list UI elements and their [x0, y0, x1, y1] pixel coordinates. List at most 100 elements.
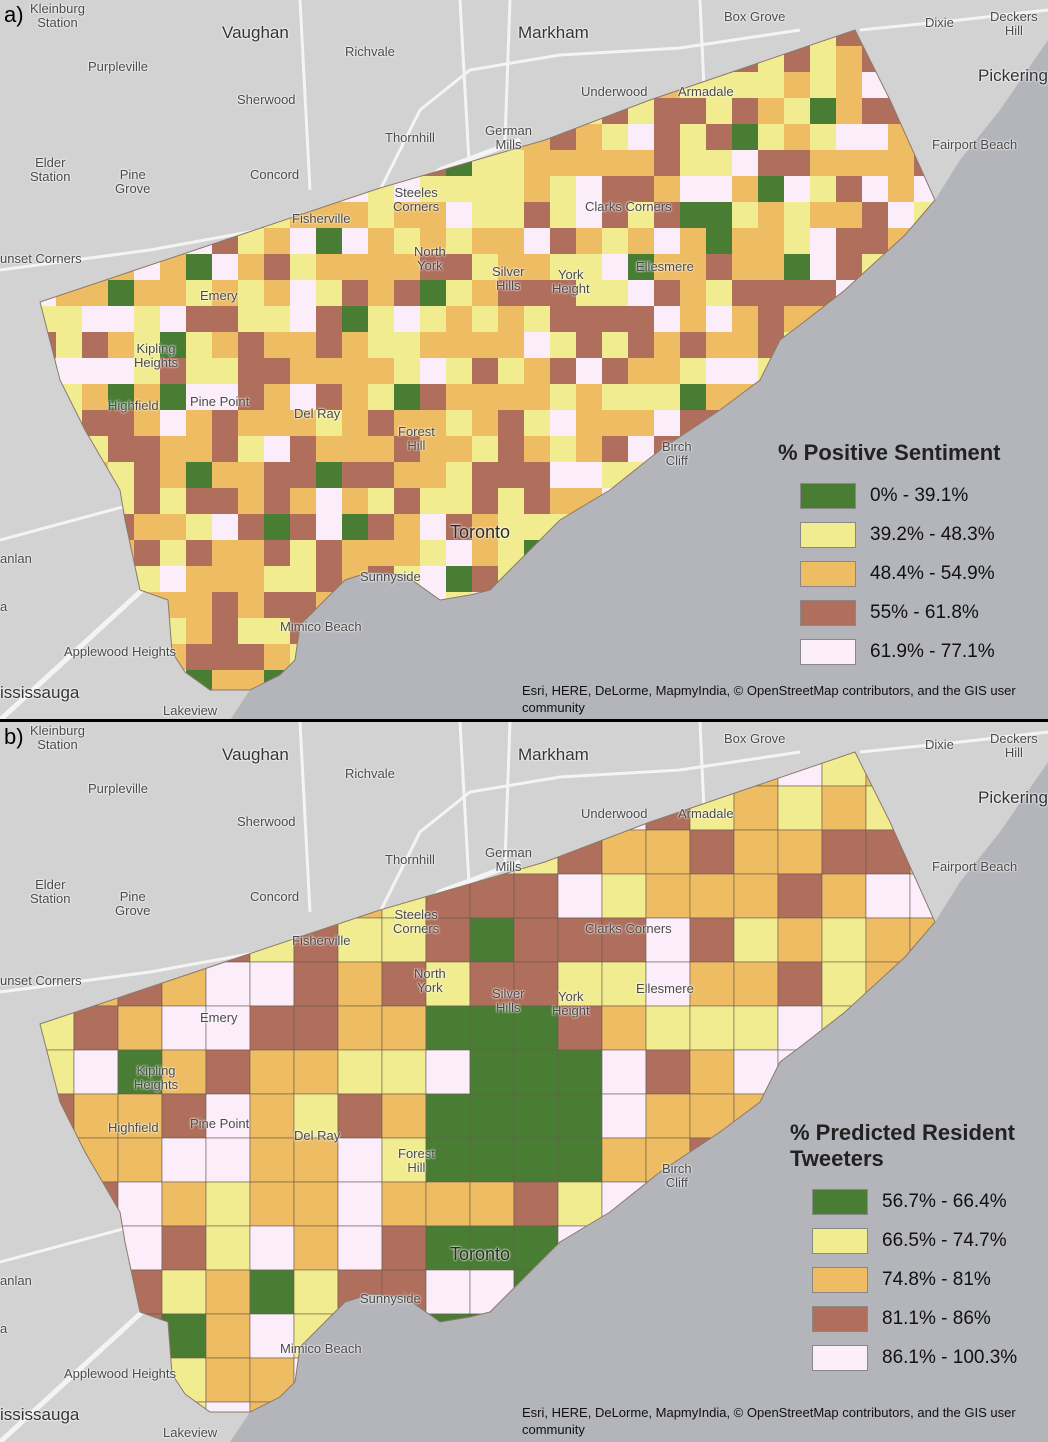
census-tract: [524, 254, 550, 280]
road: [458, 0, 472, 181]
legend-range-label: 0% - 39.1%: [870, 484, 969, 506]
census-tract: [654, 332, 680, 358]
census-tract: [264, 228, 290, 254]
census-tract: [472, 462, 498, 488]
place-label-emery: Emery: [200, 1010, 238, 1025]
census-tract: [469, 1005, 515, 1051]
census-tract: [425, 1049, 471, 1095]
census-tract: [628, 306, 654, 332]
census-tract: [381, 1137, 427, 1183]
census-tract: [513, 1049, 559, 1095]
census-tract: [249, 1093, 295, 1139]
place-label-richvale: Richvale: [345, 766, 395, 781]
census-tract: [576, 124, 602, 150]
census-tract: [706, 306, 732, 332]
census-tract: [56, 306, 82, 332]
census-tract: [557, 1049, 603, 1095]
place-label-kipling-heights: Kipling Heights: [134, 341, 179, 370]
census-tract: [160, 410, 186, 436]
census-tract: [732, 72, 758, 98]
census-tract: [134, 280, 160, 306]
census-tract: [264, 566, 290, 592]
census-tract: [821, 829, 867, 875]
place-label-box-grove: Box Grove: [724, 731, 786, 746]
census-tract: [264, 280, 290, 306]
place-label-box-grove: Box Grove: [724, 9, 786, 24]
place-label-sunnyside: Sunnyside: [360, 1291, 421, 1306]
census-tract: [758, 228, 784, 254]
census-tract: [264, 488, 290, 514]
census-tract: [264, 514, 290, 540]
census-tract: [117, 1005, 163, 1051]
place-label-thornhill: Thornhill: [385, 130, 435, 145]
census-tract: [469, 1093, 515, 1139]
census-tract: [602, 332, 628, 358]
census-tract: [82, 358, 108, 384]
census-tract: [446, 384, 472, 410]
road: [859, 8, 1048, 32]
census-tract: [212, 358, 238, 384]
census-tract: [316, 306, 342, 332]
census-tract: [82, 332, 108, 358]
census-tract: [888, 176, 914, 202]
census-tract: [161, 1269, 207, 1315]
census-tract: [264, 462, 290, 488]
census-tract: [425, 1225, 471, 1271]
census-tract: [777, 829, 823, 875]
census-tract: [342, 488, 368, 514]
census-tract: [212, 670, 238, 690]
census-tract: [784, 150, 810, 176]
census-tract: [469, 961, 515, 1007]
road: [0, 503, 131, 542]
legend-range-label: 56.7% - 66.4%: [882, 1190, 1007, 1212]
place-label-dixie: Dixie: [925, 737, 954, 752]
census-tract: [264, 644, 290, 670]
census-tract: [628, 254, 654, 280]
census-tract: [316, 410, 342, 436]
census-tract: [212, 592, 238, 618]
road: [503, 0, 512, 141]
census-tract: [550, 306, 576, 332]
census-tract: [446, 514, 472, 540]
census-tract: [680, 176, 706, 202]
place-label-applewood-heights: Applewood Heights: [64, 1366, 177, 1381]
census-tract: [134, 514, 160, 540]
census-tract: [160, 306, 186, 332]
census-tract: [290, 514, 316, 540]
census-tract: [134, 462, 160, 488]
place-label-sherwood: Sherwood: [237, 92, 296, 107]
census-tract: [290, 280, 316, 306]
place-label-sunset-corners: unset Corners: [0, 973, 82, 988]
road: [458, 722, 472, 903]
census-tract: [368, 436, 394, 462]
census-tract: [706, 358, 732, 384]
census-tract: [342, 254, 368, 280]
census-tract: [161, 1225, 207, 1271]
census-tract: [628, 410, 654, 436]
census-tract: [394, 462, 420, 488]
place-label-concord: Concord: [250, 889, 300, 904]
census-tract: [524, 332, 550, 358]
census-tract: [524, 280, 550, 306]
census-tract: [706, 332, 732, 358]
census-tract: [238, 566, 264, 592]
place-label-thornhill: Thornhill: [385, 852, 435, 867]
census-tract: [446, 176, 472, 202]
census-tract: [628, 176, 654, 202]
census-tract: [557, 1005, 603, 1051]
census-tract: [733, 961, 779, 1007]
census-tract: [238, 254, 264, 280]
legend-range-label: 81.1% - 86%: [882, 1307, 991, 1329]
census-tract: [732, 332, 758, 358]
census-tract: [758, 280, 784, 306]
census-tract: [186, 358, 212, 384]
census-tract: [550, 358, 576, 384]
place-label-sherwood: Sherwood: [237, 814, 296, 829]
census-tract: [689, 829, 735, 875]
census-tract: [446, 566, 472, 592]
place-label-armadale: Armadale: [678, 84, 734, 99]
census-tract: [381, 1225, 427, 1271]
census-tract: [293, 1005, 339, 1051]
place-label-deckers-hill: Deckers Hill: [990, 9, 1038, 38]
census-tract: [524, 306, 550, 332]
